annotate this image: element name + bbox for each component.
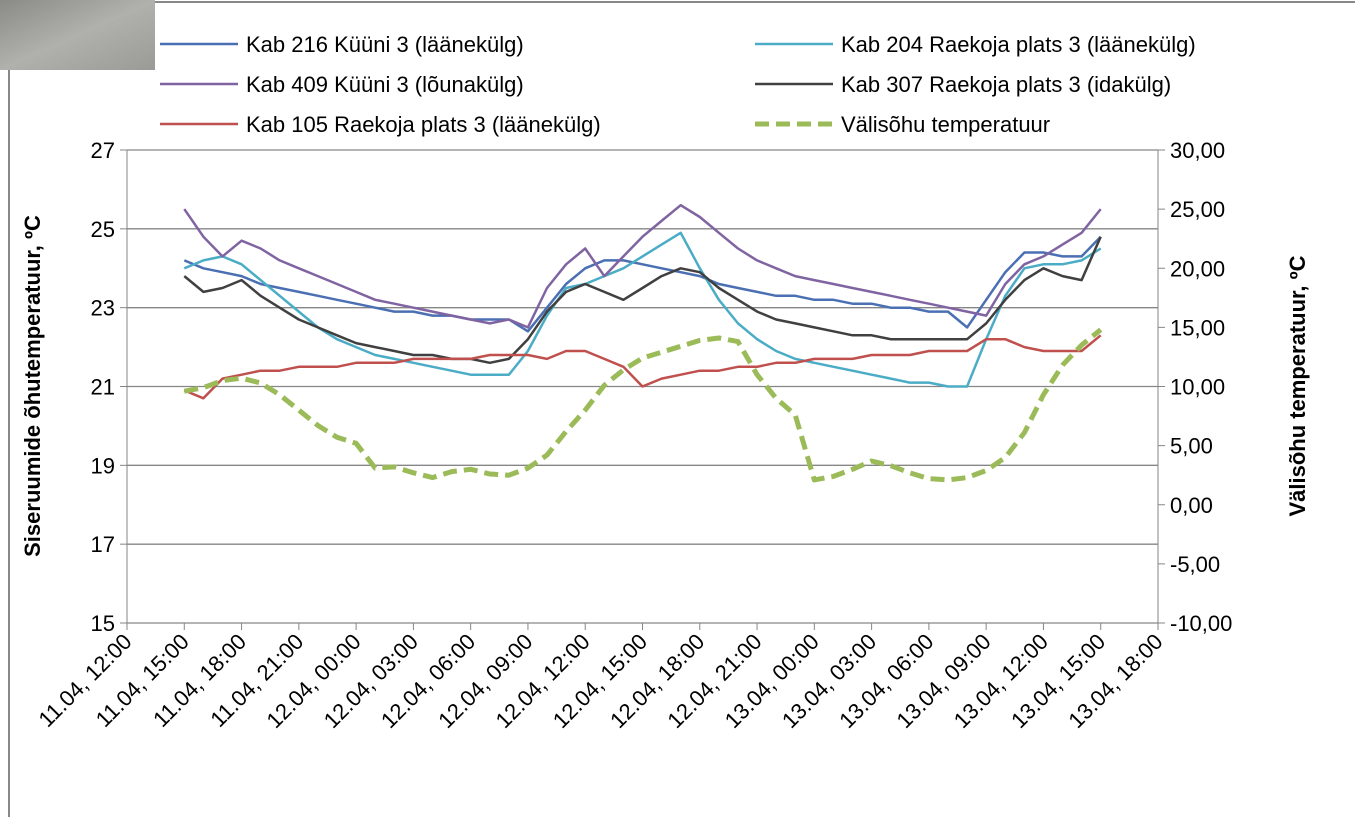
series-line	[184, 237, 1100, 332]
y-tick-label: 15	[91, 611, 115, 636]
y-tick-label: 19	[91, 453, 115, 478]
y2-axis-title: Välisõhu temperatuur, ºC	[1285, 255, 1310, 516]
series-line	[184, 335, 1100, 398]
y2-tick-label: 30,00	[1170, 138, 1225, 163]
y-axis-title: Siseruumide õhutemperatuur, ºC	[20, 215, 45, 557]
y2-tick-label: 0,00	[1170, 493, 1213, 518]
y2-tick-label: 20,00	[1170, 256, 1225, 281]
y2-tick-label: 10,00	[1170, 375, 1225, 400]
y2-tick-label: 25,00	[1170, 197, 1225, 222]
y-tick-label: 27	[91, 138, 115, 163]
y-tick-label: 21	[91, 375, 115, 400]
legend-label: Kab 204 Raekoja plats 3 (läänekülg)	[841, 32, 1196, 57]
legend-label: Kab 307 Raekoja plats 3 (idakülg)	[841, 72, 1171, 97]
legend-label: Välisõhu temperatuur	[841, 112, 1050, 137]
y2-tick-label: -5,00	[1170, 552, 1220, 577]
series-line	[184, 205, 1100, 327]
y-tick-label: 25	[91, 217, 115, 242]
y2-tick-label: 5,00	[1170, 434, 1213, 459]
legend-label: Kab 105 Raekoja plats 3 (läänekülg)	[246, 112, 601, 137]
y-tick-label: 17	[91, 532, 115, 557]
y2-tick-label: -10,00	[1170, 611, 1232, 636]
chart: Siseruumide õhutemperatuur, ºC Välisõhu …	[0, 0, 1355, 817]
photo-fragment	[0, 0, 155, 70]
y-tick-label: 23	[91, 296, 115, 321]
y2-tick-label: 15,00	[1170, 315, 1225, 340]
legend-label: Kab 409 Küüni 3 (lõunakülg)	[246, 72, 524, 97]
legend-label: Kab 216 Küüni 3 (läänekülg)	[246, 32, 524, 57]
